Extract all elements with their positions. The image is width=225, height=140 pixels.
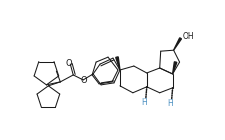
- Polygon shape: [116, 57, 120, 70]
- Text: Ḧ: Ḧ: [167, 99, 173, 108]
- Polygon shape: [174, 38, 181, 50]
- Text: O: O: [66, 59, 73, 68]
- Text: O: O: [81, 76, 88, 85]
- Text: OH: OH: [182, 32, 194, 41]
- Polygon shape: [173, 62, 177, 74]
- Text: Ḧ: Ḧ: [141, 98, 147, 107]
